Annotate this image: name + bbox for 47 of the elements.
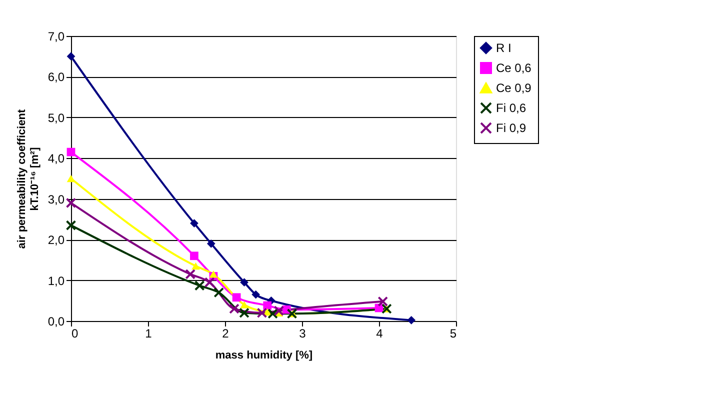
- point: [206, 239, 216, 248]
- point: [232, 293, 241, 302]
- point: [239, 308, 250, 318]
- legend-label: R I: [496, 41, 512, 55]
- point: [240, 278, 248, 287]
- point: [240, 301, 248, 308]
- point: [190, 219, 198, 228]
- y-tick-label: 6,0: [48, 70, 65, 84]
- point: [190, 252, 198, 260]
- point: [66, 148, 76, 156]
- point: [192, 262, 200, 270]
- y-tick-label: 7,0: [48, 30, 65, 44]
- x-axis-title: mass humidity [%]: [215, 350, 313, 362]
- x-tick-label: 2: [222, 326, 230, 340]
- point: [214, 287, 224, 298]
- x-tick-label: 3: [299, 326, 306, 340]
- point: [256, 308, 268, 318]
- point: [66, 198, 76, 208]
- point: [252, 290, 260, 299]
- point: [407, 316, 416, 324]
- y-tick-label: 4,0: [48, 152, 65, 166]
- point: [66, 174, 76, 182]
- y-tick-label: 1,0: [48, 274, 65, 288]
- point: [378, 296, 388, 307]
- y-tick-label: 2,0: [48, 233, 65, 248]
- x-tick-label: 1: [145, 326, 152, 340]
- y-tick-label: 3,0: [48, 192, 65, 206]
- point: [194, 280, 205, 291]
- legend-label: Fi 0,6: [496, 101, 526, 115]
- x-tick-label: 4: [376, 326, 384, 340]
- x-tick-label: 0: [72, 326, 78, 340]
- point: [209, 270, 218, 278]
- y-tick-label: 0,0: [48, 314, 65, 328]
- legend-label: Ce 0,6: [496, 61, 532, 75]
- point: [66, 52, 76, 61]
- y-tick-label: 5,0: [48, 110, 65, 125]
- point: [263, 301, 272, 310]
- point: [185, 268, 196, 280]
- y-axis-title: air permeability coefficient kT.10⁻¹⁶ [m²]: [16, 108, 41, 249]
- point: [204, 277, 215, 288]
- point: [66, 220, 76, 231]
- legend-label: Fi 0,9: [496, 121, 526, 135]
- point: [268, 308, 278, 319]
- legend-label: Ce 0,9: [496, 81, 532, 95]
- x-tick-label: 5: [450, 326, 457, 340]
- point: [274, 306, 284, 316]
- point: [229, 304, 240, 314]
